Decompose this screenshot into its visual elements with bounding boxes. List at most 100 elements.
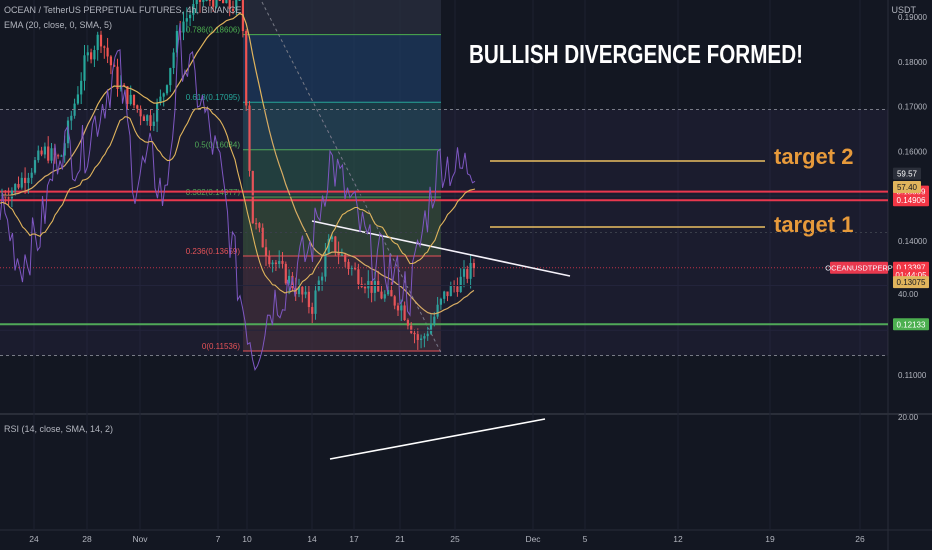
candle-body — [60, 155, 63, 157]
time-tick-label: 25 — [450, 534, 460, 544]
rsi-tag-bg — [893, 167, 921, 180]
candle-body — [149, 115, 152, 126]
candle-body — [251, 170, 254, 224]
candle-body — [129, 94, 132, 104]
rsi-tag: 59.57 — [897, 170, 918, 179]
candle-body — [446, 291, 449, 297]
candle-body — [363, 286, 367, 289]
candle-body — [182, 21, 185, 33]
candle-body — [370, 280, 373, 293]
price-tag: 0.13397 — [897, 264, 926, 273]
candle-body — [456, 286, 459, 293]
candle-body — [185, 18, 188, 22]
candle-body — [162, 93, 165, 97]
candle-body — [311, 307, 314, 314]
candle-body — [330, 236, 334, 240]
price-tag-bg — [893, 318, 929, 331]
candle-body — [413, 332, 416, 335]
candle-body — [261, 227, 264, 248]
time-tick-label: Nov — [132, 534, 148, 544]
candle-body — [208, 0, 211, 1]
candle-body — [380, 291, 383, 299]
rsi-trendline — [329, 418, 546, 460]
candle-body — [63, 143, 66, 156]
ema-line — [1, 12, 475, 315]
rsi-legend[interactable]: RSI (14, close, SMA, 14, 2) — [4, 424, 114, 434]
candle-body — [297, 286, 301, 295]
time-tick-label: 14 — [307, 534, 317, 544]
candle-body — [212, 0, 215, 7]
price-tag: 0.12133 — [897, 320, 926, 329]
candle-body — [466, 269, 469, 279]
candle-body — [20, 177, 23, 188]
price-tick-label: 0.16000 — [898, 147, 927, 156]
candle-body — [337, 252, 340, 256]
candle-body — [255, 223, 258, 225]
candle-body — [146, 115, 149, 121]
candle-body — [116, 66, 119, 89]
candle-body — [218, 0, 221, 1]
fib-level-label: 0.618(0.17095) — [186, 93, 241, 102]
candle-body — [377, 281, 380, 292]
ema-legend[interactable]: EMA (20, close, 0, SMA, 5) — [4, 20, 113, 30]
candle-body — [14, 183, 17, 191]
candle-body — [109, 56, 112, 66]
rsi-tag: 57.40 — [897, 183, 918, 192]
candle-body — [278, 260, 281, 264]
candle-body — [383, 294, 386, 299]
candle-body — [373, 281, 376, 293]
fib-zone — [243, 102, 441, 150]
candle-body — [47, 146, 50, 161]
headline-annotation: BULLISH DIVERGENCE FORMED! — [469, 39, 803, 69]
candle-body — [198, 0, 202, 2]
candle-body — [192, 4, 195, 15]
time-tick-label: 24 — [29, 534, 39, 544]
candle-body — [76, 94, 79, 104]
fib-zone — [243, 197, 441, 257]
candle-body — [106, 47, 109, 57]
time-tick-label: 26 — [855, 534, 865, 544]
candle-body — [403, 305, 406, 321]
candle-body — [390, 290, 393, 297]
price-tick-label: 0.19000 — [898, 13, 927, 22]
time-tick-label: 10 — [242, 534, 252, 544]
candle-body — [281, 260, 284, 264]
candle-body — [195, 0, 198, 5]
candle-body — [396, 305, 400, 311]
candle-body — [340, 254, 343, 256]
candle-body — [169, 68, 172, 86]
candle-body — [410, 325, 413, 333]
time-tick-label: 28 — [82, 534, 92, 544]
candle-body — [156, 102, 159, 122]
candle-body — [99, 34, 103, 47]
price-trendline — [311, 220, 571, 277]
symbol-legend[interactable]: OCEAN / TetherUS PERPETUAL FUTURES, 4h, … — [4, 5, 242, 15]
candle-body — [350, 267, 353, 270]
fib-level-label: 0.5(0.16034) — [195, 141, 241, 150]
candle-body — [304, 291, 307, 295]
candle-body — [123, 84, 126, 87]
candle-body — [436, 304, 439, 317]
candle-body — [231, 8, 235, 11]
candle-body — [472, 263, 475, 269]
candle-body — [307, 291, 310, 308]
candle-body — [449, 285, 452, 297]
candle-body — [142, 116, 145, 121]
candle-body — [354, 267, 357, 270]
rsi-line — [0, 23, 476, 371]
candle-body — [459, 276, 462, 293]
candle-body — [324, 253, 327, 277]
candle-body — [33, 160, 37, 173]
candle-body — [126, 86, 129, 104]
candle-body — [215, 0, 218, 7]
candle-body — [284, 263, 287, 284]
time-tick-label: 17 — [349, 534, 359, 544]
currency-label: USDT — [891, 5, 917, 15]
candle-body — [423, 336, 426, 339]
candle-body — [165, 85, 169, 94]
candle-body — [416, 334, 419, 340]
candle-body — [406, 320, 409, 326]
candle-body — [439, 298, 442, 305]
candle-body — [367, 280, 370, 289]
